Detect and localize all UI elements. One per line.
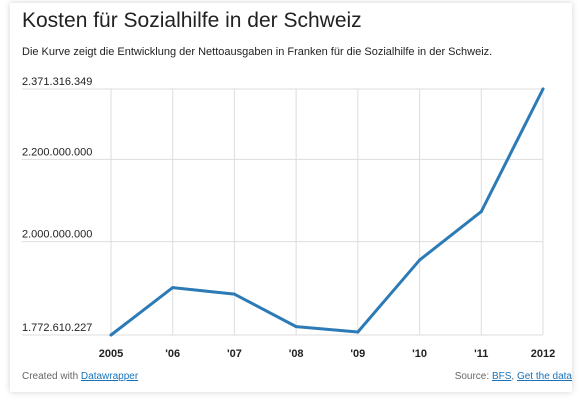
data-point <box>418 258 422 262</box>
data-point <box>541 87 545 91</box>
x-tick-label: '10 <box>412 348 427 360</box>
chart-frame <box>10 3 572 392</box>
chart-subtitle: Die Kurve zeigt die Entwicklung der Nett… <box>22 46 493 58</box>
data-point <box>171 286 175 290</box>
get-data-link[interactable]: Get the data <box>516 371 572 382</box>
credit-prefix: Created with <box>22 371 79 382</box>
x-tick-label: 2012 <box>531 348 555 360</box>
chart-title: Kosten für Sozialhilfe in der Schweiz <box>22 9 362 32</box>
data-point <box>232 292 236 296</box>
data-point <box>294 325 298 329</box>
x-tick-label: '08 <box>289 348 304 360</box>
source: Source: BFS, Get the data <box>455 371 572 382</box>
data-point <box>109 333 113 337</box>
source-prefix: Source: <box>454 371 490 382</box>
source-separator: , <box>511 371 517 382</box>
x-tick-label: '06 <box>165 348 180 360</box>
data-point <box>479 210 483 214</box>
x-tick-label: '07 <box>227 348 242 360</box>
series-line <box>109 87 545 337</box>
x-tick-label: '09 <box>350 348 365 360</box>
x-tick-label: '11 <box>474 348 488 360</box>
credit: Created with Datawrapper <box>22 371 138 382</box>
data-point <box>356 330 360 334</box>
y-tick-label: 2.371.316.349 <box>22 76 92 88</box>
source-link-bfs[interactable]: BFS <box>491 371 512 382</box>
y-tick-label: 2.200.000.000 <box>22 146 92 158</box>
datawrapper-link[interactable]: Datawrapper <box>80 371 139 382</box>
y-tick-label: 1.772.610.227 <box>22 322 92 334</box>
x-tick-label: 2005 <box>99 348 123 360</box>
y-tick-label: 2.000.000.000 <box>22 229 92 241</box>
